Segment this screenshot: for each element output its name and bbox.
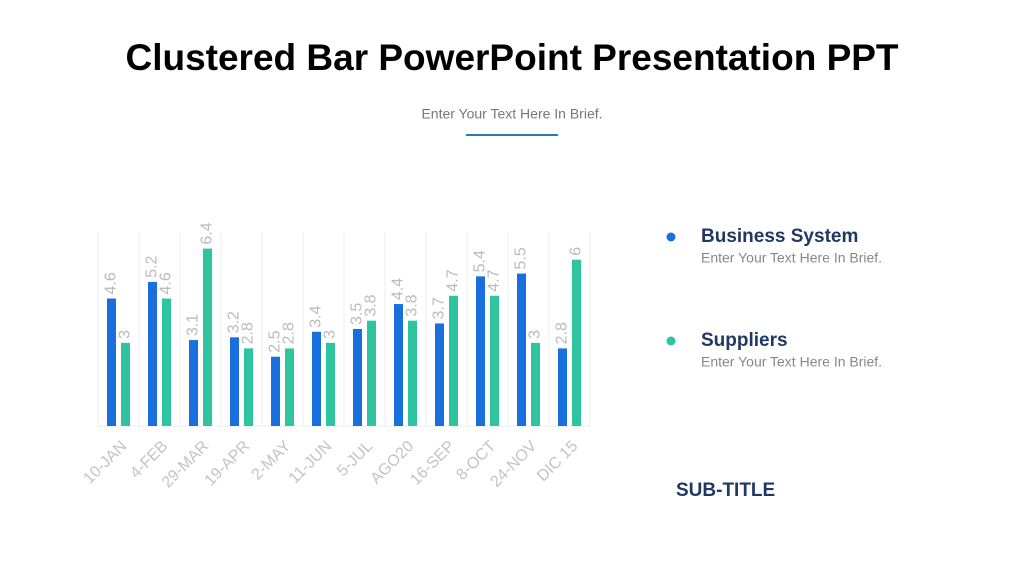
value-label: 3.7 bbox=[431, 297, 448, 319]
value-label: 5.5 bbox=[513, 247, 530, 269]
value-label: 2.5 bbox=[267, 330, 284, 352]
bar bbox=[353, 329, 362, 426]
legend-label: Business System bbox=[701, 226, 858, 247]
bar bbox=[271, 356, 280, 426]
value-label: 2.8 bbox=[240, 322, 257, 344]
legend-description: Enter Your Text Here In Brief. bbox=[701, 250, 882, 266]
bar bbox=[121, 342, 130, 426]
value-label: 4.6 bbox=[103, 272, 120, 294]
bar bbox=[408, 320, 417, 426]
value-label: 3 bbox=[117, 330, 134, 339]
value-label: 3.8 bbox=[404, 294, 421, 316]
legend-description: Enter Your Text Here In Brief. bbox=[701, 354, 882, 370]
value-label: 2.8 bbox=[281, 322, 298, 344]
value-label: 3.2 bbox=[226, 311, 243, 333]
bar bbox=[230, 337, 239, 426]
value-label: 3.5 bbox=[349, 303, 366, 325]
bar bbox=[285, 348, 294, 426]
value-label: 4.4 bbox=[390, 278, 407, 300]
value-label: 3 bbox=[527, 330, 544, 339]
value-label: 6.4 bbox=[199, 222, 216, 244]
value-label: 4.6 bbox=[158, 272, 175, 294]
value-label: 4.7 bbox=[486, 269, 503, 291]
bar bbox=[203, 248, 212, 426]
bar bbox=[162, 298, 171, 426]
legend-marker bbox=[666, 336, 676, 346]
legend-marker bbox=[666, 232, 676, 242]
bar bbox=[449, 295, 458, 426]
slide-subtitle: Enter Your Text Here In Brief. bbox=[421, 106, 602, 122]
bar bbox=[476, 276, 485, 426]
value-label: 5.4 bbox=[472, 250, 489, 272]
sub-title: SUB-TITLE bbox=[676, 480, 775, 501]
bar bbox=[326, 342, 335, 426]
value-label: 2.8 bbox=[554, 322, 571, 344]
value-label: 3.4 bbox=[308, 305, 325, 327]
bar bbox=[367, 320, 376, 426]
bar bbox=[490, 295, 499, 426]
bar bbox=[148, 281, 157, 426]
bar bbox=[107, 298, 116, 426]
value-label: 4.7 bbox=[445, 269, 462, 291]
value-label: 5.2 bbox=[144, 256, 161, 278]
legend-label: Suppliers bbox=[701, 330, 788, 351]
value-label: 3 bbox=[322, 330, 339, 339]
bar bbox=[531, 342, 540, 426]
value-label: 6 bbox=[568, 247, 585, 256]
value-label: 3.1 bbox=[185, 314, 202, 336]
bar bbox=[572, 259, 581, 426]
bar bbox=[312, 331, 321, 426]
bar bbox=[244, 348, 253, 426]
bar bbox=[394, 304, 403, 426]
bar bbox=[189, 340, 198, 426]
slide-title: Clustered Bar PowerPoint Presentation PP… bbox=[125, 37, 898, 78]
value-label: 3.8 bbox=[363, 294, 380, 316]
bar bbox=[435, 323, 444, 426]
bar bbox=[517, 273, 526, 426]
bar bbox=[558, 348, 567, 426]
